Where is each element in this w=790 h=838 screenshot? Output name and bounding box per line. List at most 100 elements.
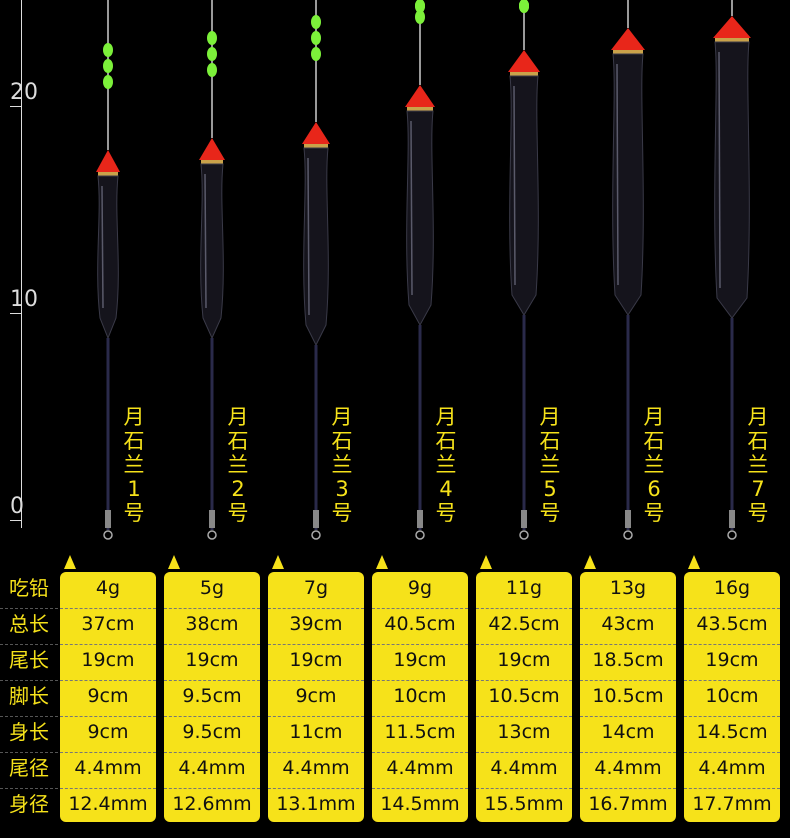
tail-marker — [207, 47, 217, 61]
float-ring — [519, 530, 529, 540]
cell-divider — [684, 752, 780, 753]
float-name-char: 月 — [747, 405, 769, 429]
float-body — [509, 75, 539, 316]
float-band — [613, 50, 643, 54]
row-divider — [0, 788, 58, 789]
row-divider — [0, 716, 58, 717]
tail-marker — [103, 59, 113, 73]
column-pointer — [480, 555, 492, 569]
spec-column — [372, 572, 468, 822]
spec-row-label: 尾长 — [9, 648, 49, 672]
tail-marker — [311, 15, 321, 29]
float-name-char: 兰 — [331, 453, 353, 477]
float-highlight — [101, 185, 104, 309]
float-name-char: 月 — [643, 405, 665, 429]
row-divider — [0, 608, 58, 609]
spec-cell: 9.5cm — [182, 721, 242, 743]
spec-column — [60, 572, 156, 822]
column-pointer — [168, 555, 180, 569]
float-body — [97, 175, 119, 340]
float-body — [406, 110, 434, 327]
float-ring — [623, 530, 633, 540]
float-swivel — [313, 510, 319, 528]
float-name-char: 号 — [435, 501, 457, 525]
spec-cell: 9.5cm — [182, 685, 242, 707]
float-ring — [103, 530, 113, 540]
cell-divider — [580, 716, 676, 717]
tail-marker — [415, 10, 425, 24]
spec-row-label: 身径 — [9, 792, 49, 816]
spec-cell: 4g — [95, 577, 121, 599]
float-body — [612, 53, 644, 316]
spec-cell: 19cm — [393, 649, 447, 671]
float-tip — [199, 138, 225, 160]
float-name-char: 7 — [751, 477, 765, 501]
spec-cell: 4.4mm — [490, 757, 558, 779]
column-pointer — [64, 555, 76, 569]
spec-cell: 4.4mm — [74, 757, 142, 779]
cell-divider — [268, 788, 364, 789]
float-highlight — [718, 51, 721, 289]
float-name-char: 石 — [643, 429, 665, 453]
spec-cell: 9cm — [295, 685, 337, 707]
float-name-char: 号 — [123, 501, 145, 525]
float-name-char: 石 — [123, 429, 145, 453]
spec-row-label: 尾径 — [9, 756, 49, 780]
spec-row-label: 吃铅 — [9, 576, 49, 600]
float-name-char: 号 — [227, 501, 249, 525]
spec-cell: 14.5cm — [696, 721, 768, 743]
spec-cell: 19cm — [81, 649, 135, 671]
spec-cell: 4.4mm — [386, 757, 454, 779]
float-swivel — [625, 510, 631, 528]
float-highlight — [307, 157, 310, 316]
float-name-char: 月 — [435, 405, 457, 429]
float-ring — [415, 530, 425, 540]
float-swivel — [417, 510, 423, 528]
float-name-char: 石 — [539, 429, 561, 453]
float-band — [98, 172, 118, 176]
float-name-char: 5 — [543, 477, 557, 501]
cell-divider — [60, 680, 156, 681]
tail-marker — [311, 31, 321, 45]
cell-divider — [164, 788, 260, 789]
cell-divider — [684, 644, 780, 645]
float-name-char: 兰 — [539, 453, 561, 477]
spec-cell: 19cm — [705, 649, 759, 671]
cell-divider — [372, 752, 468, 753]
float-tip — [405, 85, 435, 107]
tail-marker — [415, 0, 425, 13]
cell-divider — [476, 680, 572, 681]
float-name-char: 兰 — [123, 453, 145, 477]
float-swivel — [521, 510, 527, 528]
float-drawing — [199, 0, 225, 540]
spec-cell: 39cm — [289, 613, 343, 635]
spec-cell: 4.4mm — [594, 757, 662, 779]
cell-divider — [684, 680, 780, 681]
spec-cell: 19cm — [497, 649, 551, 671]
spec-cell: 18.5cm — [592, 649, 664, 671]
cell-divider — [684, 716, 780, 717]
ruler-tick-label: 0 — [10, 494, 24, 519]
float-swivel — [105, 510, 111, 528]
float-band — [201, 160, 223, 164]
spec-cell: 4.4mm — [282, 757, 350, 779]
spec-cell: 11g — [505, 577, 543, 599]
row-divider — [0, 644, 58, 645]
spec-cell: 7g — [303, 577, 329, 599]
spec-cell: 19cm — [185, 649, 239, 671]
spec-cell: 9cm — [87, 685, 129, 707]
float-name-char: 月 — [227, 405, 249, 429]
cell-divider — [164, 644, 260, 645]
cell-divider — [580, 752, 676, 753]
cell-divider — [268, 680, 364, 681]
float-body — [200, 163, 224, 340]
float-name-char: 月 — [539, 405, 561, 429]
float-name-char: 石 — [747, 429, 769, 453]
float-highlight — [513, 85, 516, 286]
spec-row-label: 脚长 — [9, 684, 49, 708]
